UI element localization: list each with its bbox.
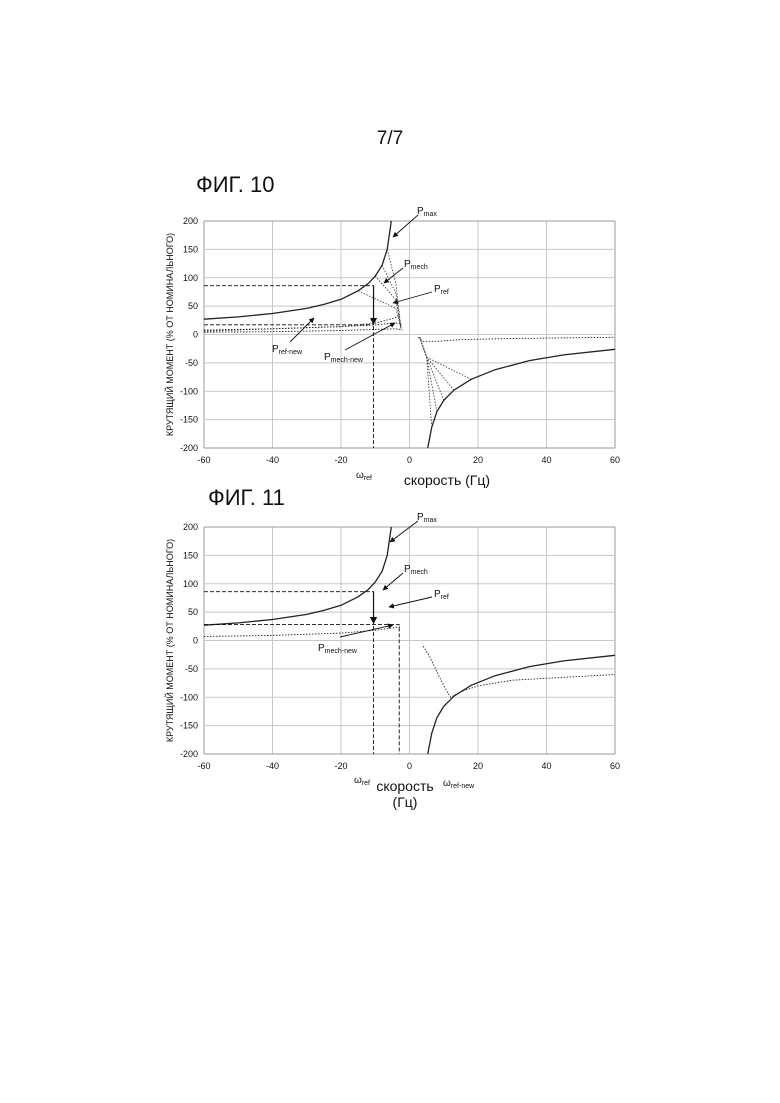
pmech-new-label: Pmech-new — [318, 643, 358, 655]
pref-arrow — [393, 292, 432, 303]
pref-label: Pref — [434, 589, 449, 601]
x-tick-label: -20 — [334, 761, 347, 771]
x-tick-label: -60 — [197, 761, 210, 771]
pmax-arrow — [390, 521, 418, 542]
x-tick-label: 40 — [541, 761, 551, 771]
x-tick-label: -40 — [266, 455, 279, 465]
y-tick-label: 50 — [188, 607, 198, 617]
pmech-new-arrow — [345, 323, 395, 350]
series-line-2 — [204, 316, 399, 331]
y-tick-label: -50 — [185, 664, 198, 674]
pmax-label: Pmax — [417, 206, 437, 218]
omega-ref-label: ωref — [356, 470, 372, 482]
x-tick-label: 20 — [473, 761, 483, 771]
y-tick-label: -100 — [180, 692, 198, 702]
x-tick-label: -20 — [334, 455, 347, 465]
series-line-0 — [204, 221, 391, 319]
x-tick-label: 20 — [473, 455, 483, 465]
fan-curve — [358, 291, 401, 328]
x-tick-label: 60 — [610, 455, 620, 465]
pmech-new-label: Pmech-new — [324, 352, 364, 364]
y-tick-label: 100 — [183, 579, 198, 589]
series-line-3 — [423, 646, 615, 697]
x-tick-label: 40 — [541, 455, 551, 465]
x-axis-label: скорость (Гц) — [404, 472, 490, 488]
pmech-arrow — [384, 268, 403, 283]
x-axis-label: скорость(Гц) — [376, 778, 433, 810]
y-tick-label: 100 — [183, 273, 198, 283]
series-line-1 — [428, 655, 615, 754]
y-axis-label: КРУТЯЩИЙ МОМЕНТ (% ОТ НОМИНАЛЬНОГО) — [164, 233, 175, 436]
x-tick-label: 60 — [610, 761, 620, 771]
omega-ref-new-label: ωref-new — [443, 778, 475, 790]
y-tick-label: 200 — [183, 522, 198, 532]
reference-line — [204, 286, 374, 448]
series-line-0 — [204, 527, 391, 625]
pref-label: Pref — [434, 284, 449, 296]
y-tick-label: -150 — [180, 415, 198, 425]
pref-new-arrow — [290, 318, 314, 342]
y-axis-label: КРУТЯЩИЙ МОМЕНТ (% ОТ НОМИНАЛЬНОГО) — [164, 539, 175, 742]
y-tick-label: 50 — [188, 301, 198, 311]
fig10-chart: -60-40-200204060-200-150-100-50050100150… — [164, 206, 620, 488]
pmax-arrow — [393, 215, 418, 237]
y-tick-label: 0 — [193, 330, 198, 340]
pmax-label: Pmax — [417, 512, 437, 524]
series-line-2 — [204, 627, 399, 637]
x-tick-label: -40 — [266, 761, 279, 771]
fig11-chart: -60-40-200204060-200-150-100-50050100150… — [164, 512, 620, 810]
y-tick-label: -200 — [180, 443, 198, 453]
pref-arrow — [389, 597, 432, 607]
y-tick-label: -200 — [180, 749, 198, 759]
series-line-5 — [418, 337, 615, 341]
pmech-arrow — [383, 573, 403, 590]
y-tick-label: -150 — [180, 721, 198, 731]
pmech-new-arrow — [340, 625, 393, 637]
pmech-label: Pmech — [404, 259, 428, 271]
y-tick-label: 200 — [183, 216, 198, 226]
x-tick-label: 0 — [407, 455, 412, 465]
pref-new-label: Pref-new — [272, 344, 303, 356]
y-tick-label: -50 — [185, 358, 198, 368]
omega-ref-label: ωref — [354, 775, 370, 787]
x-tick-label: -60 — [197, 455, 210, 465]
fan-curve — [420, 337, 432, 427]
series-line-1 — [428, 349, 615, 448]
x-tick-label: 0 — [407, 761, 412, 771]
reference-line-new — [204, 625, 399, 754]
y-tick-label: 150 — [183, 244, 198, 254]
fan-curve — [420, 337, 437, 411]
y-tick-label: -100 — [180, 386, 198, 396]
y-tick-label: 0 — [193, 636, 198, 646]
reference-line — [204, 592, 374, 754]
y-tick-label: 150 — [183, 550, 198, 560]
pmech-label: Pmech — [404, 564, 428, 576]
